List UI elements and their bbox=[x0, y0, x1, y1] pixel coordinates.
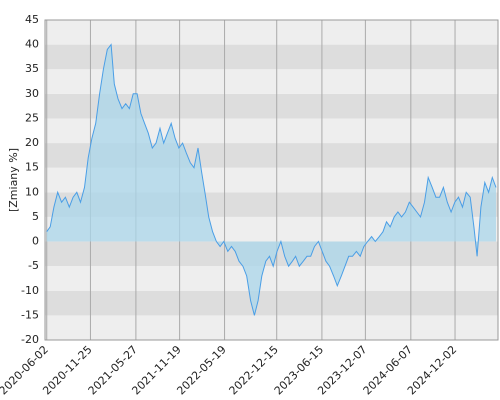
background-band bbox=[45, 44, 498, 70]
y-tick-label: -20 bbox=[21, 333, 39, 346]
y-axis-label: [Zmiany %] bbox=[7, 148, 20, 212]
y-tick-label: 20 bbox=[25, 136, 39, 149]
plot-border bbox=[44, 19, 499, 341]
y-tick-label: 30 bbox=[25, 87, 39, 100]
data-line bbox=[46, 43, 497, 316]
background-band bbox=[45, 290, 498, 316]
y-tick-label: 10 bbox=[25, 185, 39, 198]
background-band bbox=[45, 315, 498, 340]
y-tick-label: 0 bbox=[32, 235, 39, 248]
y-tick-label: 5 bbox=[32, 210, 39, 223]
y-tick-label: 45 bbox=[25, 13, 39, 26]
background-band bbox=[45, 69, 498, 94]
background-band bbox=[45, 20, 498, 45]
background-band bbox=[45, 266, 498, 291]
y-tick-label: 25 bbox=[25, 111, 39, 124]
y-tick-label: 35 bbox=[25, 62, 39, 75]
y-tick-label: -15 bbox=[21, 308, 39, 321]
y-tick-label: 15 bbox=[25, 161, 39, 174]
y-tick-label: -10 bbox=[21, 284, 39, 297]
y-tick-label: -5 bbox=[28, 259, 39, 272]
y-tick-label: 40 bbox=[25, 38, 39, 51]
